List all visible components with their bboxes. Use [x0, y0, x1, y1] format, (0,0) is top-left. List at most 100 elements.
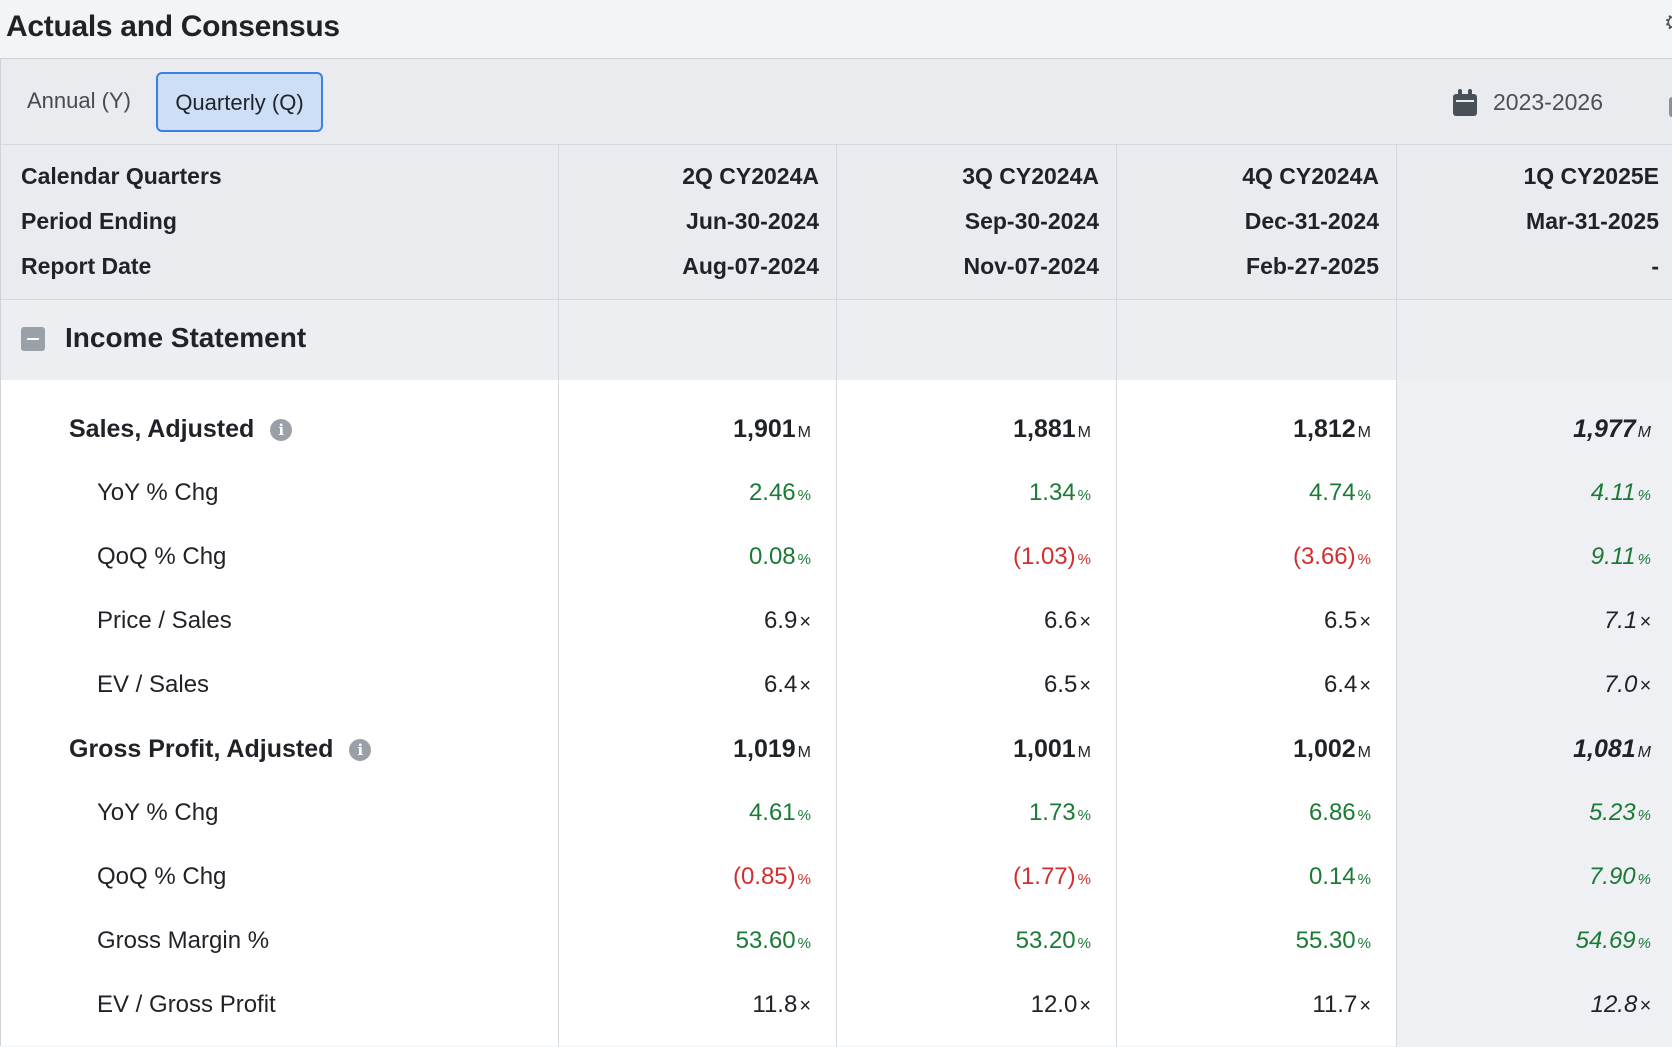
unit-suffix: × [799, 675, 811, 697]
value-cell[interactable]: 7.0 × [1411, 671, 1651, 699]
table-row[interactable]: EV / Gross Profit 11.8 × 12.0 × 11.7 × 12.8 × [1, 976, 1672, 1040]
row-label: QoQ % Chg [97, 863, 226, 891]
value-cell[interactable]: (3.66)% [1131, 543, 1371, 571]
value-number: 0.14 [1308, 863, 1356, 890]
value-cell[interactable]: 6.6 × [851, 607, 1091, 635]
header-row-label: Report Date [21, 253, 152, 279]
value-cell[interactable]: 7.90% [1411, 863, 1651, 891]
value-cell[interactable]: 54.69% [1411, 927, 1651, 955]
info-icon[interactable]: i [270, 419, 293, 441]
value-number: 11.8 [752, 991, 798, 1018]
row-label-text: YoY % Chg [97, 799, 219, 826]
title-bar: Actuals and Consensus ⚙ [0, 0, 1672, 58]
value-cell[interactable]: 6.5 × [1131, 607, 1371, 635]
unit-suffix: × [1359, 995, 1371, 1017]
unit-suffix: % [797, 935, 811, 952]
value-cell[interactable]: 6.9 × [571, 607, 811, 635]
value-number: 2.46 [748, 479, 796, 506]
value-cell[interactable]: 0.08% [571, 543, 811, 571]
info-icon[interactable]: i [349, 739, 372, 761]
value-cell[interactable]: 6.4 × [571, 671, 811, 699]
value-cell[interactable]: 4.11% [1411, 479, 1651, 507]
value-cell[interactable]: 53.60% [571, 927, 811, 955]
value-cell[interactable]: 1,081 M [1411, 735, 1651, 764]
value-number: 6.9 [763, 607, 798, 634]
unit-suffix: % [1637, 807, 1651, 824]
settings-icon[interactable] [1669, 97, 1672, 117]
header-row-label: Calendar Quarters [21, 163, 222, 189]
value-cell[interactable]: 12.0 × [851, 991, 1091, 1019]
value-cell[interactable]: (1.77)% [851, 863, 1091, 891]
value-cell[interactable]: (0.85)% [571, 863, 811, 891]
header-cell: Aug-07-2024 [682, 253, 819, 279]
unit-suffix: × [1079, 611, 1091, 633]
unit-suffix: × [799, 995, 811, 1017]
value-cell[interactable]: 7.1 × [1411, 607, 1651, 635]
unit-suffix: × [799, 611, 811, 633]
value-number: 1,019 [733, 735, 796, 763]
unit-suffix: M [1077, 744, 1091, 761]
value-cell[interactable]: 0.14% [1131, 863, 1371, 891]
value-cell[interactable]: 11.8 × [571, 991, 811, 1019]
table-row[interactable]: QoQ % Chg 0.08% (1.03)% (3.66)% 9.11% [1, 528, 1672, 592]
date-range-picker[interactable]: 2023-2026 [1453, 85, 1603, 119]
unit-suffix: % [1357, 935, 1371, 952]
tab-quarterly[interactable]: Quarterly (Q) [156, 72, 323, 132]
header-row: Period Ending Jun-30-2024 Sep-30-2024 Dec-3… [1, 202, 1672, 242]
row-label: Sales, Adjusted i [69, 415, 293, 444]
value-number: 7.90 [1588, 863, 1636, 890]
row-label: EV / Gross Profit [97, 991, 276, 1019]
value-cell[interactable]: 11.7 × [1131, 991, 1371, 1019]
table-row[interactable]: YoY % Chg 4.61% 1.73% 6.86% 5.23% [1, 784, 1672, 848]
value-cell[interactable]: 6.86% [1131, 799, 1371, 827]
header-cell: Dec-31-2024 [1244, 208, 1379, 234]
value-cell[interactable]: 1,881 M [851, 415, 1091, 444]
value-number: 6.4 [763, 671, 798, 698]
tab-annual[interactable]: Annual (Y) [27, 88, 131, 113]
value-cell[interactable]: 1,812 M [1131, 415, 1371, 444]
value-number: 55.30 [1295, 927, 1356, 954]
value-cell[interactable]: 1,977 M [1411, 415, 1651, 444]
header-cell: - [1651, 253, 1659, 279]
unit-suffix: % [797, 551, 811, 568]
value-cell[interactable]: 9.11% [1411, 543, 1651, 571]
value-cell[interactable]: 6.4 × [1131, 671, 1371, 699]
table-row[interactable]: Sales, Adjusted i 1,901 M 1,881 M 1,812 M 1,977 M [1, 400, 1672, 464]
table-row[interactable]: Price / Sales 6.9 × 6.6 × 6.5 × 7.1 × [1, 592, 1672, 656]
value-cell[interactable]: 1,002 M [1131, 735, 1371, 764]
collapse-icon[interactable] [21, 327, 45, 351]
settings-gear-icon[interactable]: ⚙ [1664, 10, 1672, 34]
table-row[interactable]: EV / Sales 6.4 × 6.5 × 6.4 × 7.0 × [1, 656, 1672, 720]
unit-suffix: % [1077, 935, 1091, 952]
value-cell[interactable]: (1.03)% [851, 543, 1091, 571]
value-cell[interactable]: 1,901 M [571, 415, 811, 444]
value-number: 7.0 [1603, 671, 1638, 698]
table-row[interactable]: Gross Margin % 53.60% 53.20% 55.30% 54.69% [1, 912, 1672, 976]
table-row[interactable]: YoY % Chg 2.46% 1.34% 4.74% 4.11% [1, 464, 1672, 528]
table-row[interactable]: QoQ % Chg (0.85)% (1.77)% 0.14% 7.90% [1, 848, 1672, 912]
value-number: 1,081 [1573, 735, 1636, 763]
unit-suffix: % [1077, 871, 1091, 888]
value-cell[interactable]: 2.46% [571, 479, 811, 507]
value-cell[interactable]: 4.61% [571, 799, 811, 827]
value-cell[interactable]: 6.5 × [851, 671, 1091, 699]
value-cell[interactable]: 4.74% [1131, 479, 1371, 507]
value-cell[interactable]: 1,019 M [571, 735, 811, 764]
unit-suffix: M [1637, 424, 1651, 441]
value-number: 9.11 [1590, 543, 1636, 570]
value-cell[interactable]: 53.20% [851, 927, 1091, 955]
value-number: (1.77) [1012, 863, 1076, 890]
value-cell[interactable]: 5.23% [1411, 799, 1651, 827]
value-cell[interactable]: 1.34% [851, 479, 1091, 507]
value-number: 6.4 [1323, 671, 1358, 698]
row-label-text: EV / Sales [97, 671, 210, 698]
row-label: Gross Profit, Adjusted i [69, 735, 372, 764]
value-cell[interactable]: 12.8 × [1411, 991, 1651, 1019]
value-cell[interactable]: 55.30% [1131, 927, 1371, 955]
value-cell[interactable]: 1,001 M [851, 735, 1091, 764]
table-row[interactable]: Gross Profit, Adjusted i 1,019 M 1,001 M 1,002… [1, 720, 1672, 784]
value-number: (1.03) [1012, 543, 1076, 570]
consensus-panel: Annual (Y) Quarterly (Q) 2023-2026 Calen… [0, 58, 1672, 1047]
value-number: 4.74 [1308, 479, 1356, 506]
value-cell[interactable]: 1.73% [851, 799, 1091, 827]
